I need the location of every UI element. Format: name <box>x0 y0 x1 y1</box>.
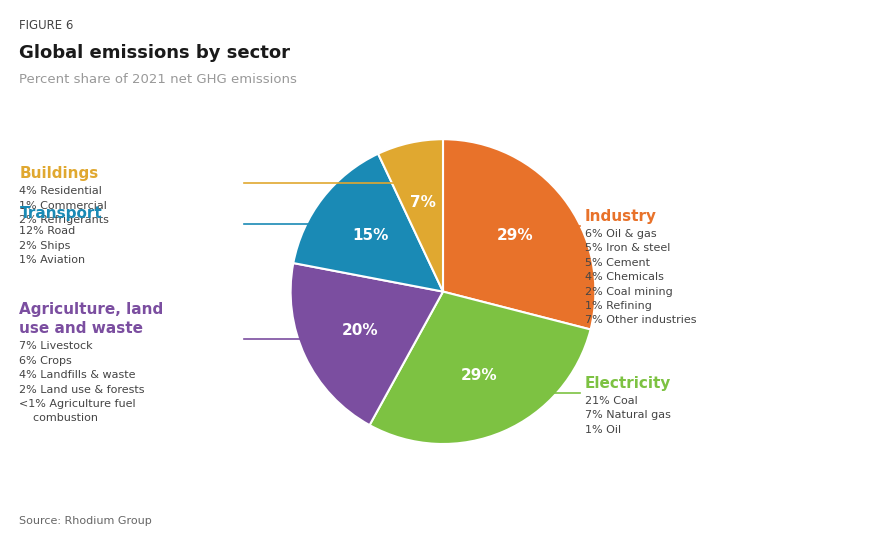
Text: 7%: 7% <box>410 195 436 210</box>
Text: Buildings: Buildings <box>19 166 98 181</box>
Text: Percent share of 2021 net GHG emissions: Percent share of 2021 net GHG emissions <box>19 73 298 86</box>
Text: Source: Rhodium Group: Source: Rhodium Group <box>19 516 152 526</box>
Wedge shape <box>291 263 443 425</box>
Text: 6% Oil & gas
5% Iron & steel
5% Cement
4% Chemicals
2% Coal mining
1% Refining
7: 6% Oil & gas 5% Iron & steel 5% Cement 4… <box>585 229 696 325</box>
Text: Electricity: Electricity <box>585 376 671 390</box>
Text: FIGURE 6: FIGURE 6 <box>19 19 74 32</box>
Wedge shape <box>443 139 595 329</box>
Text: Global emissions by sector: Global emissions by sector <box>19 44 291 62</box>
Text: 15%: 15% <box>353 228 389 243</box>
Text: 21% Coal
7% Natural gas
1% Oil: 21% Coal 7% Natural gas 1% Oil <box>585 396 671 435</box>
Wedge shape <box>293 154 443 292</box>
Text: 7% Livestock
6% Crops
4% Landfills & waste
2% Land use & forests
<1% Agriculture: 7% Livestock 6% Crops 4% Landfills & was… <box>19 341 145 423</box>
Text: Transport: Transport <box>19 206 102 221</box>
Text: Industry: Industry <box>585 208 657 224</box>
Wedge shape <box>378 139 443 292</box>
Text: 29%: 29% <box>497 228 533 243</box>
Text: 20%: 20% <box>342 323 378 338</box>
Wedge shape <box>369 292 591 444</box>
Text: Agriculture, land
use and waste: Agriculture, land use and waste <box>19 302 164 336</box>
Text: 29%: 29% <box>461 368 498 383</box>
Text: 12% Road
2% Ships
1% Aviation: 12% Road 2% Ships 1% Aviation <box>19 226 86 265</box>
Text: 4% Residential
1% Commercial
2% Refrigerants: 4% Residential 1% Commercial 2% Refriger… <box>19 186 109 225</box>
